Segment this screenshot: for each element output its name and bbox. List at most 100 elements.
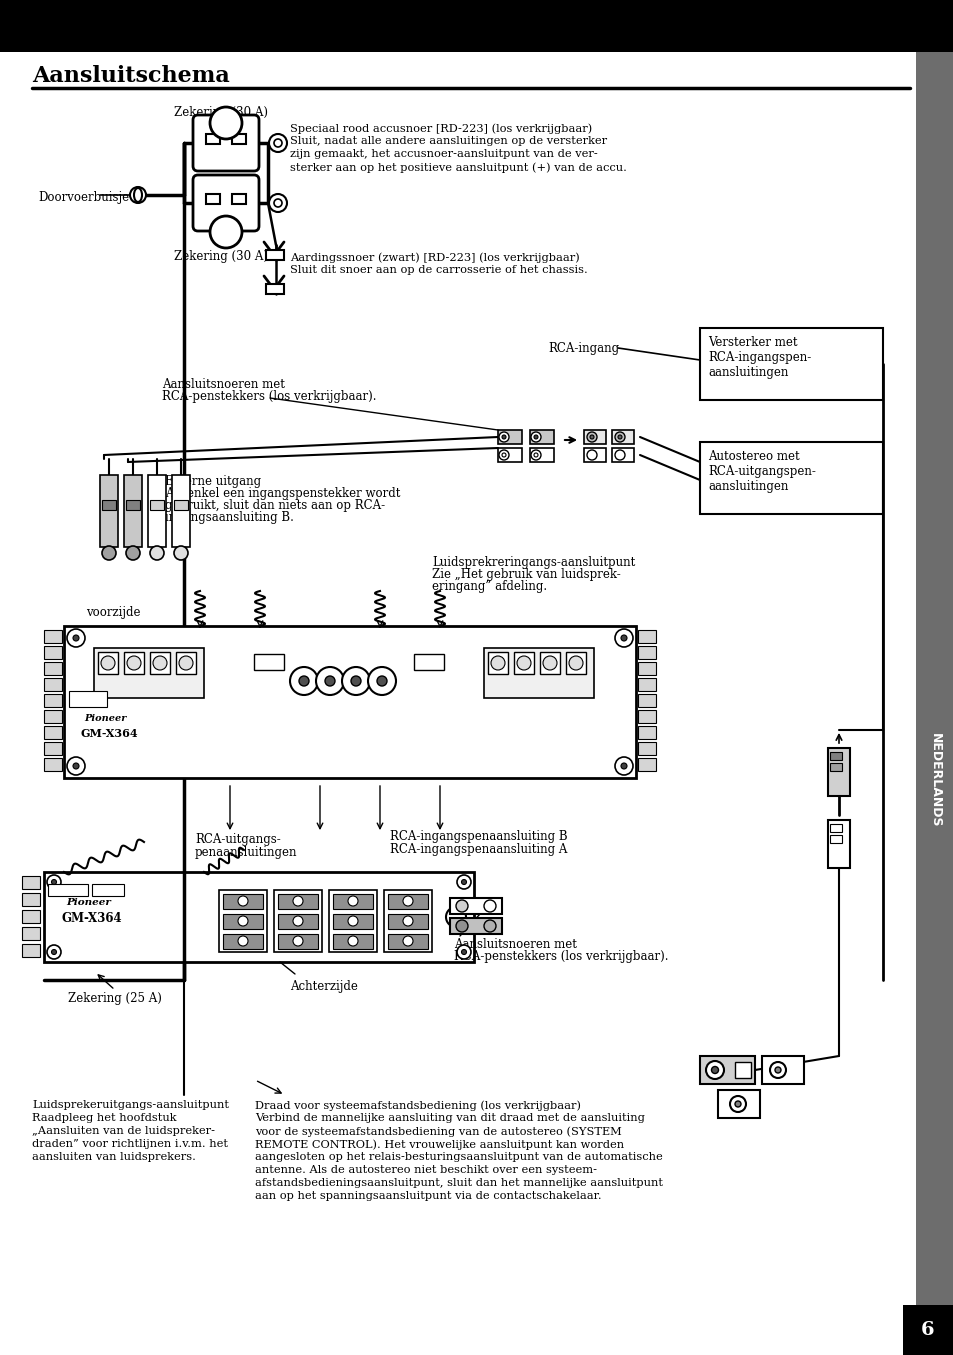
Bar [388, 894, 428, 909]
Bar [827, 820, 849, 869]
Text: GM-X364: GM-X364 [62, 912, 123, 925]
Circle shape [293, 936, 303, 946]
FancyBboxPatch shape [193, 175, 258, 230]
Text: RCA-uitgangs-: RCA-uitgangs- [194, 833, 280, 846]
Bar [22, 944, 40, 957]
Bar [172, 476, 190, 547]
Bar [102, 500, 116, 509]
Bar [915, 50, 953, 1308]
Circle shape [173, 546, 188, 560]
Text: RCA-ingangspenaansluiting A: RCA-ingangspenaansluiting A [390, 843, 567, 856]
Bar [266, 251, 284, 260]
Bar [69, 691, 107, 707]
Circle shape [618, 435, 621, 439]
Circle shape [368, 667, 395, 695]
Bar [388, 934, 428, 948]
Text: sterker aan op het positieve aansluitpunt (+) van de accu.: sterker aan op het positieve aansluitpun… [290, 163, 626, 172]
Circle shape [589, 435, 594, 439]
Bar [44, 646, 62, 659]
Bar [718, 1089, 760, 1118]
Text: antenne. Als de autostereo niet beschikt over een systeem-: antenne. Als de autostereo niet beschikt… [254, 1165, 597, 1175]
Circle shape [542, 656, 557, 669]
Bar [583, 449, 605, 462]
Bar [150, 500, 164, 509]
Text: POWER: POWER [94, 885, 122, 893]
Circle shape [101, 656, 115, 669]
Circle shape [615, 629, 633, 646]
Circle shape [461, 879, 466, 885]
Circle shape [298, 676, 309, 686]
Bar [44, 726, 62, 738]
Text: Luidsprekreringangs-aansluitpunt: Luidsprekreringangs-aansluitpunt [432, 556, 635, 569]
Bar [638, 710, 656, 724]
Text: FUSE 25A: FUSE 25A [50, 885, 87, 893]
Bar [91, 883, 124, 896]
Text: Zekering (30 A): Zekering (30 A) [173, 251, 268, 263]
Bar [761, 1056, 803, 1084]
Circle shape [376, 676, 387, 686]
Circle shape [491, 656, 504, 669]
Bar [44, 678, 62, 691]
Circle shape [461, 950, 466, 954]
Bar [488, 652, 507, 673]
Circle shape [274, 140, 282, 146]
Text: RCA-ingang: RCA-ingang [547, 341, 618, 355]
Text: FUSE 25A: FUSE 25A [71, 692, 104, 698]
Circle shape [269, 194, 287, 211]
Bar [126, 500, 140, 509]
Bar [206, 134, 220, 144]
Circle shape [73, 763, 79, 770]
Text: ingangsaansluiting B.: ingangsaansluiting B. [165, 511, 294, 524]
Text: Aardingssnoer (zwart) [RD-223] (los verkrijgbaar): Aardingssnoer (zwart) [RD-223] (los verk… [290, 252, 579, 263]
Text: afstandsbedieningsaansluitpunt, sluit dan het mannelijke aansluitpunt: afstandsbedieningsaansluitpunt, sluit da… [254, 1177, 662, 1188]
Text: Aansluitsnoeren met: Aansluitsnoeren met [162, 378, 285, 392]
Circle shape [705, 1061, 723, 1079]
Text: aangesloten op het relais-besturingsaansluitpunt van de automatische: aangesloten op het relais-besturingsaans… [254, 1152, 662, 1163]
Bar [274, 890, 322, 953]
Bar [329, 890, 376, 953]
Circle shape [210, 215, 242, 248]
Bar [497, 430, 521, 444]
Circle shape [402, 936, 413, 946]
Circle shape [237, 896, 248, 906]
Text: Achterzijde: Achterzijde [290, 980, 357, 993]
Text: Zekering (25 A): Zekering (25 A) [68, 992, 162, 1005]
Bar [44, 710, 62, 724]
Circle shape [615, 450, 624, 459]
Text: Verbind de mannelijke aansluiting van dit draad met de aansluiting: Verbind de mannelijke aansluiting van di… [254, 1112, 644, 1123]
Circle shape [586, 432, 597, 442]
Circle shape [47, 875, 61, 889]
Bar [64, 626, 636, 778]
Circle shape [734, 1102, 740, 1107]
Text: RCA-ingangspenaansluiting B: RCA-ingangspenaansluiting B [390, 831, 567, 843]
Bar [638, 646, 656, 659]
Circle shape [51, 950, 56, 954]
Bar [98, 652, 118, 673]
Circle shape [73, 635, 79, 641]
Bar [22, 927, 40, 940]
Bar [638, 678, 656, 691]
Bar [232, 134, 246, 144]
Text: REMOTE CONTROL). Het vrouwelijke aansluitpunt kan worden: REMOTE CONTROL). Het vrouwelijke aanslui… [254, 1140, 623, 1149]
Text: Versterker met
RCA-ingangspen-
aansluitingen: Versterker met RCA-ingangspen- aansluiti… [707, 336, 810, 379]
Text: zijn gemaakt, het accusnoer-aansluitpunt van de ver-: zijn gemaakt, het accusnoer-aansluitpunt… [290, 149, 598, 159]
Text: aansluiten van luidsprekers.: aansluiten van luidsprekers. [32, 1152, 195, 1163]
Bar [829, 763, 841, 771]
Circle shape [47, 944, 61, 959]
Text: Sluit dit snoer aan op de carrosserie of het chassis.: Sluit dit snoer aan op de carrosserie of… [290, 266, 587, 275]
Text: gebruikt, sluit dan niets aan op RCA-: gebruikt, sluit dan niets aan op RCA- [165, 499, 385, 512]
Bar [232, 194, 246, 205]
Bar [565, 652, 585, 673]
Circle shape [293, 896, 303, 906]
FancyBboxPatch shape [193, 115, 258, 171]
Circle shape [615, 432, 624, 442]
Circle shape [210, 107, 242, 140]
Circle shape [498, 450, 509, 459]
Bar [902, 1305, 953, 1355]
Circle shape [498, 432, 509, 442]
Text: Draad voor systeemafstandsbediening (los verkrijgbaar): Draad voor systeemafstandsbediening (los… [254, 1100, 580, 1111]
Bar [44, 663, 62, 675]
Circle shape [456, 944, 471, 959]
Bar [223, 915, 263, 930]
Circle shape [483, 900, 496, 912]
